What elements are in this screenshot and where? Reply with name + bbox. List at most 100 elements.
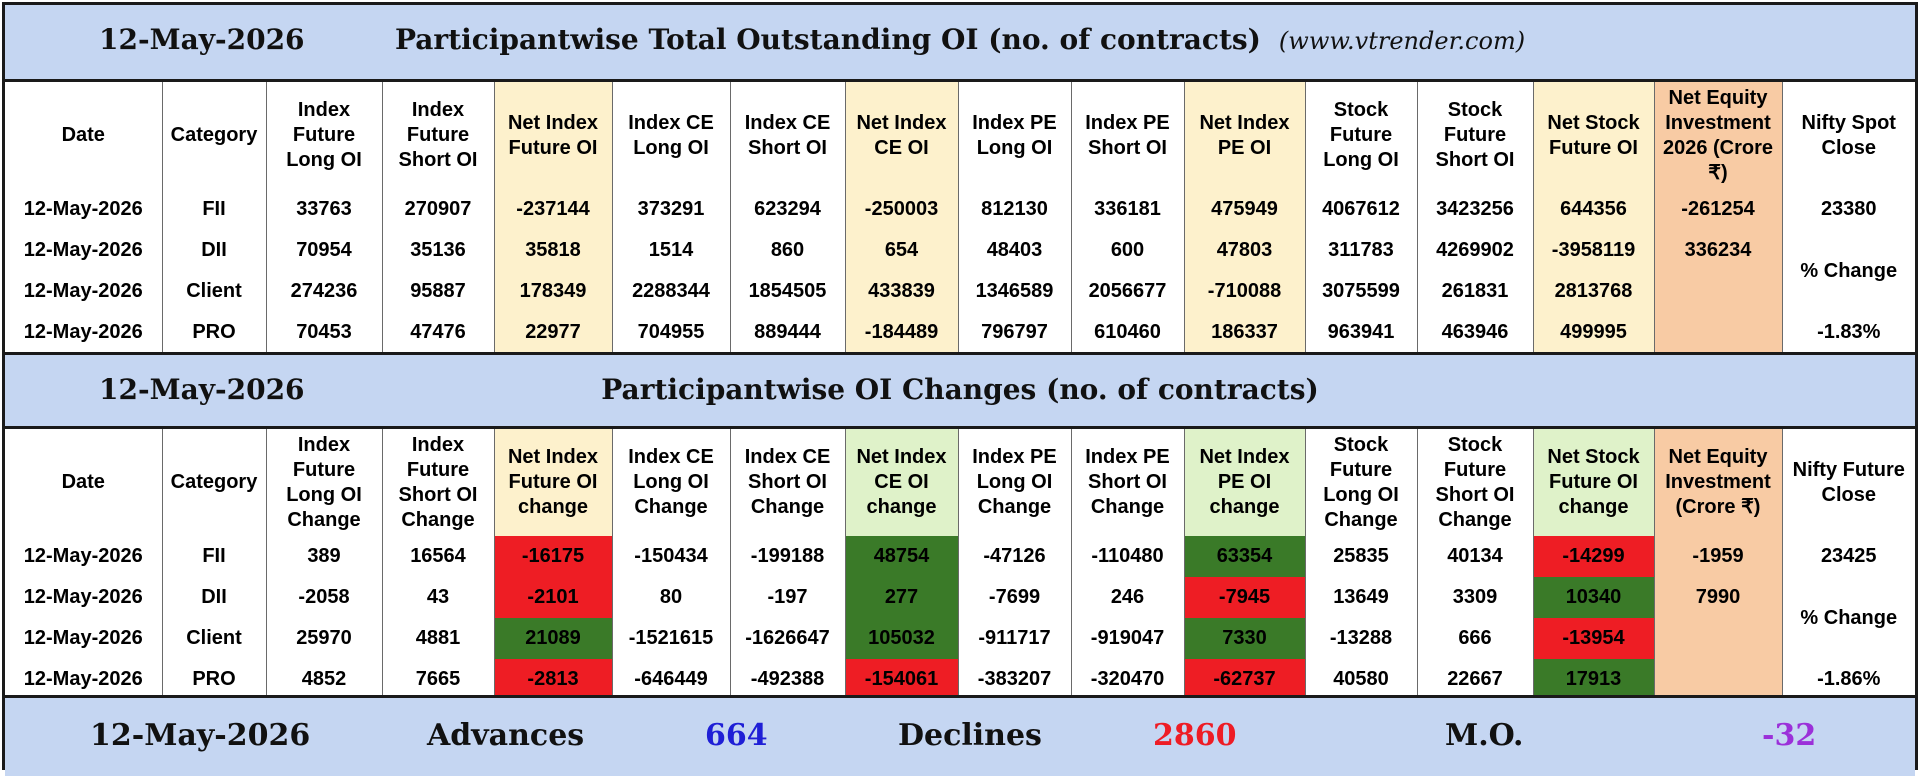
data-cell: 70453 bbox=[265, 312, 382, 353]
header-cell: Index CE Short OI Change bbox=[729, 429, 845, 536]
mo-label: M.O. bbox=[1445, 718, 1524, 753]
divider bbox=[5, 695, 1915, 698]
header-cell: Index Future Short OI Change bbox=[381, 429, 494, 536]
data-cell: -197 bbox=[729, 577, 845, 618]
data-cell: 63354 bbox=[1183, 536, 1305, 577]
header-cell: Net Index Future OI change bbox=[493, 429, 612, 536]
mo-value: -32 bbox=[1762, 718, 1817, 753]
data-cell: -110480 bbox=[1070, 536, 1184, 577]
row-category: FII bbox=[161, 189, 266, 230]
data-cell: -320470 bbox=[1070, 659, 1184, 700]
data-cell: -7699 bbox=[957, 577, 1071, 618]
data-cell: 860 bbox=[729, 230, 845, 271]
changes-date: 12-May-2026 bbox=[99, 373, 305, 406]
data-cell: 463946 bbox=[1416, 312, 1533, 353]
data-cell: 4269902 bbox=[1416, 230, 1533, 271]
data-cell: -2058 bbox=[265, 577, 382, 618]
data-cell: -3958119 bbox=[1532, 230, 1654, 271]
header-cell: Index CE Long OI Change bbox=[611, 429, 730, 536]
header-cell: Index Future Short OI bbox=[381, 82, 494, 189]
data-cell: 70954 bbox=[265, 230, 382, 271]
data-cell: 666 bbox=[1416, 618, 1533, 659]
data-cell: 47803 bbox=[1183, 230, 1305, 271]
data-cell: 270907 bbox=[381, 189, 494, 230]
row-date: 12-May-2026 bbox=[5, 577, 162, 618]
row-category: Client bbox=[161, 271, 266, 312]
header-cell: Date bbox=[5, 82, 162, 189]
header-cell: Index PE Long OI Change bbox=[957, 429, 1071, 536]
oi-changes-table: Date Category Index Future Long OI Chang… bbox=[5, 429, 1915, 700]
row-category: DII bbox=[161, 577, 266, 618]
header-cell: Category bbox=[161, 82, 266, 189]
data-cell bbox=[1653, 271, 1782, 312]
header-cell: Net Index CE OI change bbox=[844, 429, 958, 536]
data-cell: 7990 bbox=[1653, 577, 1782, 618]
data-cell: 35136 bbox=[381, 230, 494, 271]
header-cell: Index CE Short OI bbox=[729, 82, 845, 189]
data-cell: -16175 bbox=[493, 536, 612, 577]
pct-change-value: -1.83% bbox=[1781, 312, 1915, 353]
table-row: 12-May-2026 FII 33763 270907 -237144 373291 62… bbox=[5, 189, 1915, 230]
data-cell: -710088 bbox=[1183, 271, 1305, 312]
data-cell: -154061 bbox=[844, 659, 958, 700]
data-cell: -2813 bbox=[493, 659, 612, 700]
data-cell: 48403 bbox=[957, 230, 1071, 271]
data-cell: 80 bbox=[611, 577, 730, 618]
table-row: 12-May-2026 FII 389 16564 -16175 -150434 -1991… bbox=[5, 536, 1915, 577]
row-date: 12-May-2026 bbox=[5, 271, 162, 312]
data-cell: 2813768 bbox=[1532, 271, 1654, 312]
data-cell: -919047 bbox=[1070, 618, 1184, 659]
declines-label: Declines bbox=[898, 718, 1042, 753]
data-cell: 389 bbox=[265, 536, 382, 577]
data-cell: -492388 bbox=[729, 659, 845, 700]
pct-change-label: % Change bbox=[1781, 230, 1915, 312]
header-cell: Nifty Spot Close bbox=[1781, 82, 1915, 189]
data-cell: -150434 bbox=[611, 536, 730, 577]
data-cell: -1959 bbox=[1653, 536, 1782, 577]
header-cell: Net Stock Future OI change bbox=[1532, 429, 1654, 536]
data-cell: 277 bbox=[844, 577, 958, 618]
data-cell: 7330 bbox=[1183, 618, 1305, 659]
market-breadth-footer: 12-May-2026 Advances 664 Declines 2860 M… bbox=[5, 698, 1915, 776]
header-cell: Index Future Long OI bbox=[265, 82, 382, 189]
data-cell: 43 bbox=[381, 577, 494, 618]
data-cell: -250003 bbox=[844, 189, 958, 230]
data-cell: 40580 bbox=[1304, 659, 1417, 700]
data-cell: 796797 bbox=[957, 312, 1071, 353]
data-cell: 21089 bbox=[493, 618, 612, 659]
header-cell: Index Future Long OI Change bbox=[265, 429, 382, 536]
data-cell: 336181 bbox=[1070, 189, 1184, 230]
header-cell: Net Stock Future OI bbox=[1532, 82, 1654, 189]
data-cell: 22977 bbox=[493, 312, 612, 353]
changes-header-row: Date Category Index Future Long OI Chang… bbox=[5, 429, 1915, 536]
row-category: DII bbox=[161, 230, 266, 271]
data-cell: 1854505 bbox=[729, 271, 845, 312]
header-cell: Stock Future Short OI Change bbox=[1416, 429, 1533, 536]
header-cell: Category bbox=[161, 429, 266, 536]
divider bbox=[5, 352, 1915, 355]
header-cell: Net Equity Investment (Crore ₹) bbox=[1653, 429, 1782, 536]
data-cell: 1346589 bbox=[957, 271, 1071, 312]
data-cell: -1521615 bbox=[611, 618, 730, 659]
data-cell: 336234 bbox=[1653, 230, 1782, 271]
data-cell: 610460 bbox=[1070, 312, 1184, 353]
data-cell: 4852 bbox=[265, 659, 382, 700]
data-cell: 33763 bbox=[265, 189, 382, 230]
data-cell: 17913 bbox=[1532, 659, 1654, 700]
header-cell: Net Index PE OI change bbox=[1183, 429, 1305, 536]
outstanding-title: Participantwise Total Outstanding OI (no… bbox=[5, 23, 1915, 56]
row-date: 12-May-2026 bbox=[5, 189, 162, 230]
data-cell: 3309 bbox=[1416, 577, 1533, 618]
table-row: 12-May-2026 DII 70954 35136 35818 1514 860 654 4… bbox=[5, 230, 1915, 312]
table-row: 12-May-2026 Client 25970 4881 21089 -1521615-… bbox=[5, 618, 1915, 659]
data-cell: 7665 bbox=[381, 659, 494, 700]
outstanding-title-bar: 12-May-2026 Participantwise Total Outsta… bbox=[5, 5, 1915, 79]
data-cell: 704955 bbox=[611, 312, 730, 353]
data-cell: 4067612 bbox=[1304, 189, 1417, 230]
data-cell: -13288 bbox=[1304, 618, 1417, 659]
data-cell: 186337 bbox=[1183, 312, 1305, 353]
row-date: 12-May-2026 bbox=[5, 312, 162, 353]
data-cell: -199188 bbox=[729, 536, 845, 577]
data-cell: 178349 bbox=[493, 271, 612, 312]
